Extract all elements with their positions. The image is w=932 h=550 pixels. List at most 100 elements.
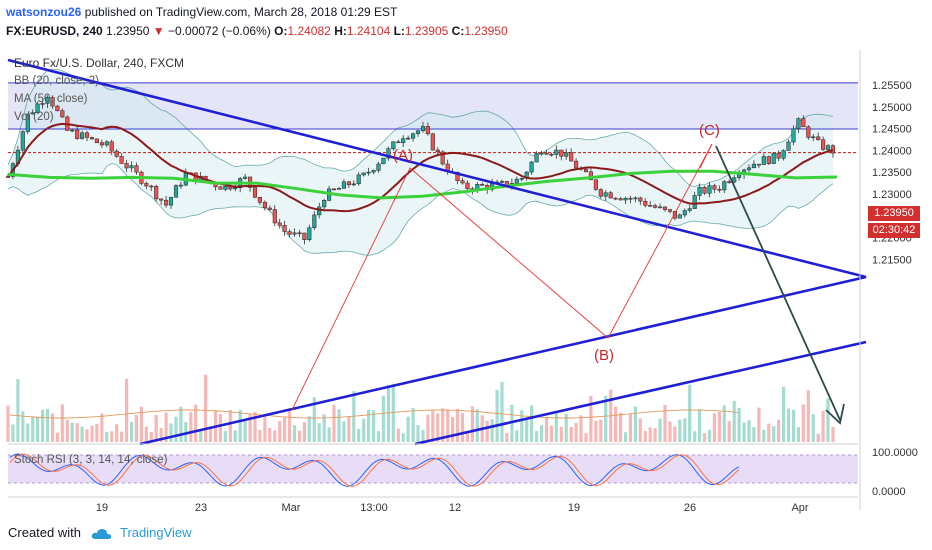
- volume-bar: [194, 404, 198, 442]
- volume-bar: [688, 384, 692, 442]
- vol-legend[interactable]: Vol (20): [14, 111, 54, 123]
- volume-bar: [80, 426, 84, 442]
- candle-body: [564, 152, 569, 157]
- candle-body: [574, 160, 579, 169]
- volume-bar: [50, 413, 55, 442]
- volume-bar: [406, 416, 410, 442]
- price-axis-tick: 1.23000: [872, 189, 912, 201]
- volume-bar: [278, 421, 282, 442]
- wave-count-line: [291, 143, 713, 411]
- candle-body: [514, 178, 519, 184]
- volume-bar: [283, 417, 287, 442]
- volume-bar: [594, 420, 598, 442]
- volume-bar: [134, 415, 138, 442]
- volume-bar: [41, 409, 45, 442]
- candle-body: [727, 181, 732, 183]
- volume-bar: [396, 428, 400, 442]
- volume-bar: [362, 418, 366, 442]
- candle-body: [608, 192, 613, 199]
- volume-bar: [411, 408, 415, 442]
- candle-body: [45, 97, 50, 104]
- volume-bar: [332, 404, 336, 442]
- volume-bar: [663, 405, 667, 442]
- candle-body: [633, 197, 638, 200]
- volume-bar: [288, 411, 292, 442]
- author-link[interactable]: watsonzou26: [6, 5, 82, 19]
- chart-area[interactable]: (A) (B) (C) 1.25500 1.25000 1.24500 1.24000 1.2…: [0, 46, 932, 516]
- volume-bar: [648, 427, 652, 442]
- volume-bar: [441, 408, 445, 442]
- volume-bar: [564, 413, 568, 442]
- symbol-quote: FX:EURUSD, 240 1.23950 ▼ −0.00072 (−0.06…: [6, 24, 508, 38]
- candle-body: [178, 184, 183, 187]
- volume-bar: [322, 414, 326, 442]
- candle-body: [257, 197, 262, 203]
- candle-body: [168, 197, 174, 206]
- volume-bar: [55, 432, 59, 442]
- price-chart[interactable]: (A) (B) (C) 1.25500 1.25000 1.24500 1.24000 1.2…: [0, 46, 932, 516]
- candle-body: [707, 185, 712, 194]
- candle-body: [35, 103, 40, 113]
- resistance-zone: [8, 82, 858, 130]
- volume-bar: [337, 409, 341, 442]
- candle-body: [99, 142, 104, 146]
- candle-body: [233, 187, 238, 190]
- ma50-line: [7, 169, 838, 200]
- volume-bar: [816, 433, 820, 442]
- candle-body: [25, 113, 30, 132]
- stoch-k-line: [9, 453, 740, 487]
- volume-bar: [530, 405, 534, 442]
- stoch-rsi-legend[interactable]: Stoch RSI (3, 3, 14, 14, close): [14, 454, 168, 466]
- volume-bar: [381, 395, 385, 442]
- candle-body: [80, 132, 85, 139]
- volume-bar: [110, 431, 114, 442]
- volume-bar: [16, 379, 20, 442]
- candle-body: [598, 189, 603, 197]
- candle-body: [55, 105, 60, 111]
- candle-body: [272, 209, 277, 224]
- candle-body: [317, 206, 322, 216]
- volume-bar: [673, 426, 677, 442]
- candle-body: [825, 145, 831, 150]
- volume-bar: [791, 409, 796, 442]
- last-price-tag: 1.23950: [868, 206, 920, 221]
- bb-legend[interactable]: BB (20, close, 2): [14, 75, 100, 87]
- candle-body: [712, 185, 717, 190]
- candle-body: [771, 152, 776, 164]
- volume-bar: [693, 431, 697, 442]
- volume-bar: [105, 431, 109, 442]
- volume-bar: [258, 430, 262, 442]
- published-text: published on TradingView.com, March 28, …: [84, 5, 398, 19]
- volume-bar: [243, 419, 247, 442]
- volume-bar: [199, 431, 203, 442]
- volume-bar: [302, 422, 306, 442]
- stoch-axis-tick: 100.0000: [872, 447, 918, 459]
- wave-label-b: (B): [594, 347, 614, 364]
- price-axis-tick: 1.24000: [872, 145, 912, 157]
- instrument-title: Euro Fx/U.S. Dollar, 240, FXCM: [14, 56, 185, 70]
- volume-bar: [698, 409, 702, 442]
- candle-body: [796, 118, 801, 129]
- candle-body: [499, 181, 505, 183]
- volume-bar: [204, 374, 208, 442]
- created-with: Created with TradingView: [8, 525, 192, 540]
- volume-bar: [446, 410, 450, 442]
- close-value: 1.23950: [464, 24, 508, 38]
- tradingview-brand-link[interactable]: TradingView: [120, 525, 192, 540]
- volume-bar: [45, 408, 50, 442]
- candle-body: [613, 197, 618, 200]
- volume-bar: [189, 412, 193, 442]
- ma-legend[interactable]: MA (50, close): [14, 93, 88, 105]
- volume-bar: [762, 429, 766, 442]
- volume-bar: [144, 426, 148, 442]
- candle-body: [149, 185, 154, 188]
- volume-bar: [327, 427, 331, 442]
- volume-bar: [218, 414, 222, 442]
- candle-body: [84, 132, 90, 138]
- volume-bar: [65, 419, 69, 442]
- volume-bar: [643, 431, 647, 442]
- candle-body: [544, 152, 549, 155]
- volume-bar: [638, 418, 642, 442]
- volume-bar: [633, 406, 637, 442]
- candle-body: [811, 136, 816, 139]
